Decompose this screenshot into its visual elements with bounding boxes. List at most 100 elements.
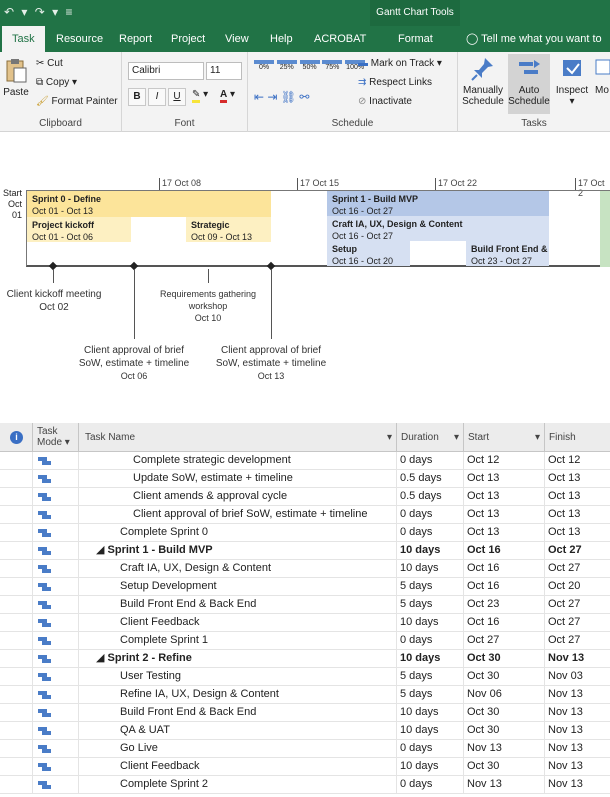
craft-ia-bar[interactable]: Craft IA, UX, Design & Content Oct 16 - O…: [327, 216, 549, 241]
task-name-cell[interactable]: Client amends & approval cycle: [79, 488, 397, 506]
sprint-0-bar[interactable]: Sprint 0 - Define Oct 01 - Oct 13: [27, 191, 271, 217]
task-mode-column-header[interactable]: Task Mode ▾: [33, 423, 79, 452]
start-cell[interactable]: Oct 30: [464, 722, 545, 740]
task-name-cell[interactable]: Client Feedback: [79, 758, 397, 776]
pct-75-button[interactable]: 75%: [322, 60, 343, 71]
table-row[interactable]: User Testing 5 days Oct 30 Nov 03: [0, 668, 610, 686]
task-mode-cell[interactable]: [33, 560, 79, 578]
finish-column-header[interactable]: Finish: [545, 423, 610, 452]
duration-cell[interactable]: 10 days: [397, 560, 464, 578]
finish-cell[interactable]: Oct 27: [548, 598, 581, 610]
task-mode-cell[interactable]: [33, 704, 79, 722]
milestone-client-approval-2[interactable]: Client approval of brief SoW, estimate + …: [205, 344, 337, 383]
start-cell[interactable]: Oct 30: [464, 758, 545, 776]
cut-button[interactable]: ✂ Cut: [36, 58, 63, 69]
table-row[interactable]: Client approval of brief SoW, estimate +…: [0, 506, 610, 524]
info-cell[interactable]: [0, 452, 33, 470]
table-row[interactable]: Update SoW, estimate + timeline 0.5 days O…: [0, 470, 610, 488]
task-name-cell[interactable]: Client Feedback: [79, 614, 397, 632]
duration-cell[interactable]: 0 days: [397, 776, 464, 794]
finish-cell[interactable]: Oct 20: [548, 580, 581, 592]
pct-0-button[interactable]: 0%: [254, 60, 274, 71]
table-row[interactable]: Refine IA, UX, Design & Content 5 days Nov…: [0, 686, 610, 704]
task-mode-cell[interactable]: [33, 596, 79, 614]
bold-button[interactable]: B: [128, 88, 146, 106]
task-mode-cell[interactable]: [33, 578, 79, 596]
task-name-cell[interactable]: Complete Sprint 1: [79, 632, 397, 650]
table-row[interactable]: Build Front End & Back End 10 days Oct 30 N…: [0, 704, 610, 722]
finish-cell[interactable]: Nov 13: [548, 724, 583, 736]
start-cell[interactable]: Nov 13: [464, 776, 545, 794]
info-cell[interactable]: [0, 488, 33, 506]
duration-cell[interactable]: 10 days: [397, 758, 464, 776]
info-cell[interactable]: [0, 740, 33, 758]
task-mode-cell[interactable]: [33, 686, 79, 704]
start-cell[interactable]: Oct 16: [464, 542, 545, 560]
start-cell[interactable]: Nov 06: [464, 686, 545, 704]
start-cell[interactable]: Oct 16: [464, 560, 545, 578]
info-cell[interactable]: [0, 524, 33, 542]
start-cell[interactable]: Oct 30: [464, 704, 545, 722]
duration-column-header[interactable]: Duration ▾: [397, 423, 464, 452]
task-name-cell[interactable]: Complete Sprint 2: [79, 776, 397, 794]
task-name-cell[interactable]: Update SoW, estimate + timeline: [79, 470, 397, 488]
quick-access-toolbar[interactable]: ↶ ▾ ↷ ▾ ≡: [4, 5, 75, 19]
info-cell[interactable]: [0, 578, 33, 596]
finish-cell[interactable]: Oct 27: [548, 616, 581, 628]
move-button[interactable]: Mo: [592, 56, 610, 96]
task-name-cell[interactable]: Complete Sprint 0: [79, 524, 397, 542]
finish-cell[interactable]: Nov 13: [548, 742, 583, 754]
manually-schedule-button[interactable]: Manually Schedule: [460, 56, 506, 107]
task-mode-cell[interactable]: [33, 452, 79, 470]
strategic-bar[interactable]: Strategic Oct 09 - Oct 13: [186, 217, 271, 242]
finish-cell[interactable]: Nov 13: [548, 688, 583, 700]
duration-cell[interactable]: 10 days: [397, 704, 464, 722]
finish-cell[interactable]: Oct 27: [548, 634, 581, 646]
task-mode-cell[interactable]: [33, 614, 79, 632]
info-cell[interactable]: [0, 758, 33, 776]
finish-cell[interactable]: Nov 13: [548, 760, 583, 772]
duration-cell[interactable]: 5 days: [397, 596, 464, 614]
paste-button[interactable]: Paste: [2, 58, 30, 98]
duration-cell[interactable]: 0 days: [397, 632, 464, 650]
tab-report[interactable]: Report: [119, 33, 153, 45]
task-name-column-header[interactable]: Task Name ▾: [79, 423, 397, 452]
task-mode-cell[interactable]: [33, 542, 79, 560]
info-cell[interactable]: [0, 704, 33, 722]
table-row[interactable]: ◢ Sprint 2 - Refine 10 days Oct 30 Nov 13: [0, 650, 610, 668]
table-row[interactable]: Go Live 0 days Nov 13 Nov 13: [0, 740, 610, 758]
build-front-end-bar[interactable]: Build Front End & Oct 23 - Oct 27: [466, 241, 549, 266]
table-row[interactable]: Craft IA, UX, Design & Content 10 days Oct…: [0, 560, 610, 578]
milestone-client-kickoff[interactable]: Client kickoff meeting Oct 02: [0, 288, 108, 314]
start-cell[interactable]: Oct 16: [464, 578, 545, 596]
info-cell[interactable]: [0, 614, 33, 632]
task-name-cell[interactable]: Craft IA, UX, Design & Content: [79, 560, 397, 578]
tab-view[interactable]: View: [225, 33, 249, 45]
italic-button[interactable]: I: [148, 88, 166, 106]
duration-cell[interactable]: 0 days: [397, 740, 464, 758]
finish-cell[interactable]: Nov 13: [548, 706, 583, 718]
tab-project[interactable]: Project: [171, 33, 206, 45]
finish-cell[interactable]: Oct 13: [548, 526, 581, 538]
finish-cell[interactable]: Oct 13: [548, 508, 581, 520]
start-cell[interactable]: Oct 13: [464, 506, 545, 524]
duration-cell[interactable]: 5 days: [397, 578, 464, 596]
underline-button[interactable]: U: [168, 88, 186, 106]
table-row[interactable]: Client amends & approval cycle 0.5 days Oc…: [0, 488, 610, 506]
task-mode-cell[interactable]: [33, 758, 79, 776]
task-mode-cell[interactable]: [33, 650, 79, 668]
font-color-button[interactable]: A ▾: [220, 89, 235, 103]
task-name-cell[interactable]: Setup Development: [79, 578, 397, 596]
task-name-cell[interactable]: QA & UAT: [79, 722, 397, 740]
start-cell[interactable]: Oct 12: [464, 452, 545, 470]
tab-format[interactable]: Format: [398, 33, 433, 45]
info-cell[interactable]: [0, 560, 33, 578]
finish-cell[interactable]: Oct 27: [548, 562, 581, 574]
start-cell[interactable]: Oct 13: [464, 524, 545, 542]
auto-schedule-button[interactable]: Auto Schedule: [508, 54, 550, 114]
pct-25-button[interactable]: 25%: [276, 60, 297, 71]
duration-cell[interactable]: 10 days: [397, 722, 464, 740]
start-cell[interactable]: Oct 30: [464, 650, 545, 668]
